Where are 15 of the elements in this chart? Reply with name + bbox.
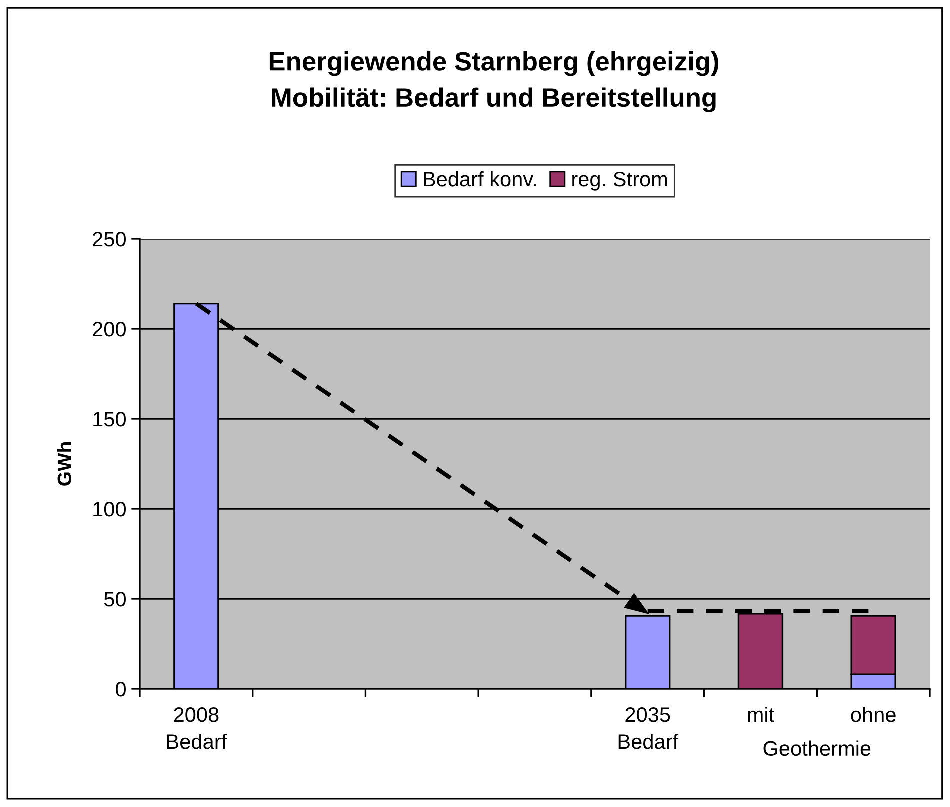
y-tick-label: 100 <box>94 502 126 517</box>
x-tick-label: ohne <box>851 707 896 722</box>
y-tick-label: 250 <box>93 232 126 247</box>
chart-title: Energiewende Starnberg (ehrgeizig) Mobilität: Bedarf und Bereitstellung <box>270 52 719 112</box>
y-axis-title: GWh <box>57 442 72 486</box>
y-tick-label: 50 <box>104 592 126 607</box>
y-tick-label: 150 <box>94 412 126 427</box>
legend-label: Bedarf konv. <box>424 171 536 187</box>
y-tick-label: 200 <box>93 322 126 337</box>
x-tick-label: mit <box>748 707 774 722</box>
text: Geothermie <box>764 740 871 756</box>
y-tick-label: 0 <box>116 682 126 697</box>
x-tick-label: 2008 Bedarf <box>167 708 228 750</box>
x-tick-label: 2035 Bedarf <box>618 708 679 750</box>
legend-label: reg. Strom <box>572 172 668 191</box>
